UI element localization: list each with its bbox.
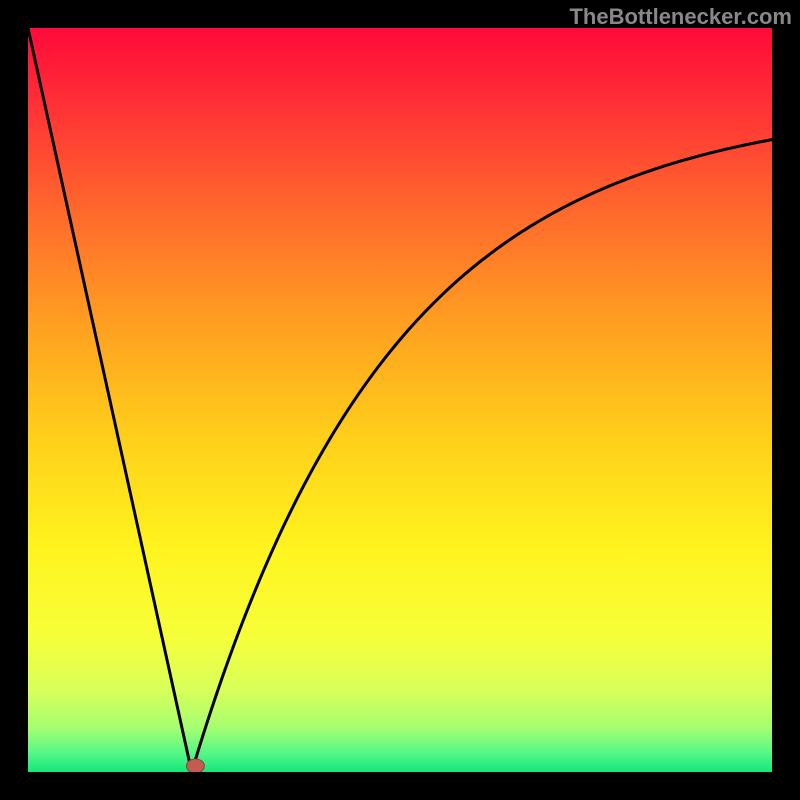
optimal-point-marker	[186, 759, 204, 772]
frame-left	[0, 0, 28, 800]
watermark-label: TheBottlenecker.com	[569, 4, 792, 29]
figure-root: TheBottlenecker.com	[0, 0, 800, 800]
frame-right	[772, 0, 800, 800]
watermark-text: TheBottlenecker.com	[569, 4, 792, 30]
frame-bottom	[0, 772, 800, 800]
gradient-background	[28, 28, 772, 772]
plot-area	[28, 28, 772, 772]
